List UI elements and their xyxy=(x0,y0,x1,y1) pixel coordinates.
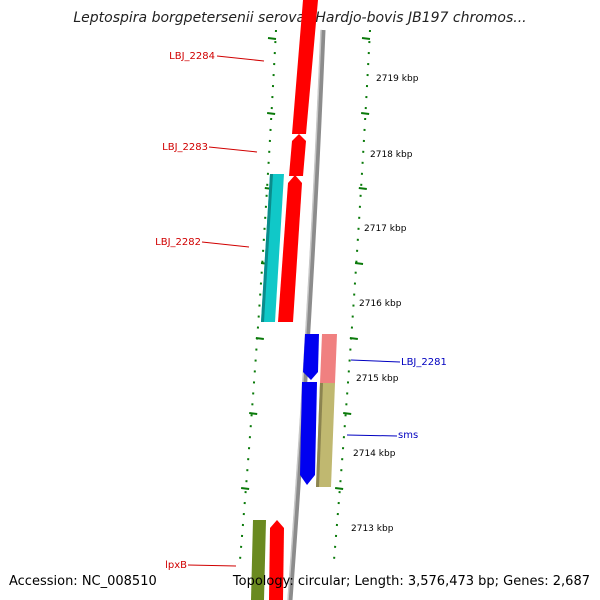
leader-line-lbj-2283 xyxy=(208,146,258,153)
gene-feature-sms-shade xyxy=(316,383,323,487)
gene-feature-cyan[interactable] xyxy=(261,174,284,322)
scale-label: 2714 kbp xyxy=(353,449,396,459)
leader-line-sms xyxy=(346,434,398,437)
outer-ticks xyxy=(334,37,371,490)
gene-label-lpxb[interactable]: lpxB xyxy=(165,560,187,571)
inner-tick-mark xyxy=(249,412,258,415)
scale-labels: 2719 kbp 2718 kbp 2717 kbp 2716 kbp 2715… xyxy=(351,74,419,534)
scale-label: 2718 kbp xyxy=(370,150,413,160)
map-title: Leptospira borgpetersenii serovar Hardjo… xyxy=(73,10,527,26)
outer-tick-mark xyxy=(360,112,370,115)
leader-line-lbj-2282 xyxy=(201,241,250,248)
gene-feature-lbj-2281[interactable] xyxy=(303,334,319,380)
scale-label: 2715 kbp xyxy=(356,374,399,384)
leader-line-lpxb xyxy=(187,564,237,567)
leader-line-lbj-2281 xyxy=(350,359,401,363)
inner-tick-mark xyxy=(240,487,250,490)
gene-feature-lbj-2283[interactable] xyxy=(289,134,306,176)
leader-line-lbj-2284 xyxy=(216,55,265,62)
gene-feature-cyan-shade xyxy=(261,174,273,322)
gene-label-lbj-2284[interactable]: LBJ_2284 xyxy=(169,51,215,62)
outer-tick-mark xyxy=(349,337,358,340)
gene-feature-lpxb[interactable] xyxy=(269,520,284,600)
outer-tick-mark xyxy=(358,187,367,190)
inner-ticks xyxy=(240,37,277,490)
scale-label: 2717 kbp xyxy=(364,224,407,234)
gene-feature-lpxb-olive[interactable] xyxy=(251,520,266,600)
backbone xyxy=(287,29,326,600)
backbone-highlight xyxy=(287,29,322,600)
gene-feature-lbj-2282[interactable] xyxy=(278,175,302,322)
outer-tick-mark xyxy=(361,37,371,40)
scale-label: 2719 kbp xyxy=(376,74,419,84)
outer-tick-mark xyxy=(334,487,344,490)
accession-text: Accession: NC_008510 xyxy=(9,574,157,589)
gene-feature-lbj-2284[interactable] xyxy=(292,0,318,134)
gene-feature-pink[interactable] xyxy=(320,334,337,383)
gene-label-lbj-2281[interactable]: LBJ_2281 xyxy=(401,357,447,368)
outer-tick-mark xyxy=(343,412,352,415)
outer-tick-mark xyxy=(354,262,364,265)
gene-label-sms[interactable]: sms xyxy=(398,430,418,441)
gene-label-lbj-2282[interactable]: LBJ_2282 xyxy=(155,237,201,248)
scale-label: 2716 kbp xyxy=(359,299,402,309)
scale-label: 2713 kbp xyxy=(351,524,394,534)
gene-label-lbj-2283[interactable]: LBJ_2283 xyxy=(162,142,208,153)
inner-tick-mark xyxy=(255,337,264,340)
gene-feature-blue-2[interactable] xyxy=(300,382,317,485)
outer-guide-line xyxy=(333,29,371,561)
inner-tick-mark xyxy=(266,112,276,115)
inner-tick-mark xyxy=(267,37,277,40)
topology-text: Topology: circular; Length: 3,576,473 bp… xyxy=(232,574,590,589)
